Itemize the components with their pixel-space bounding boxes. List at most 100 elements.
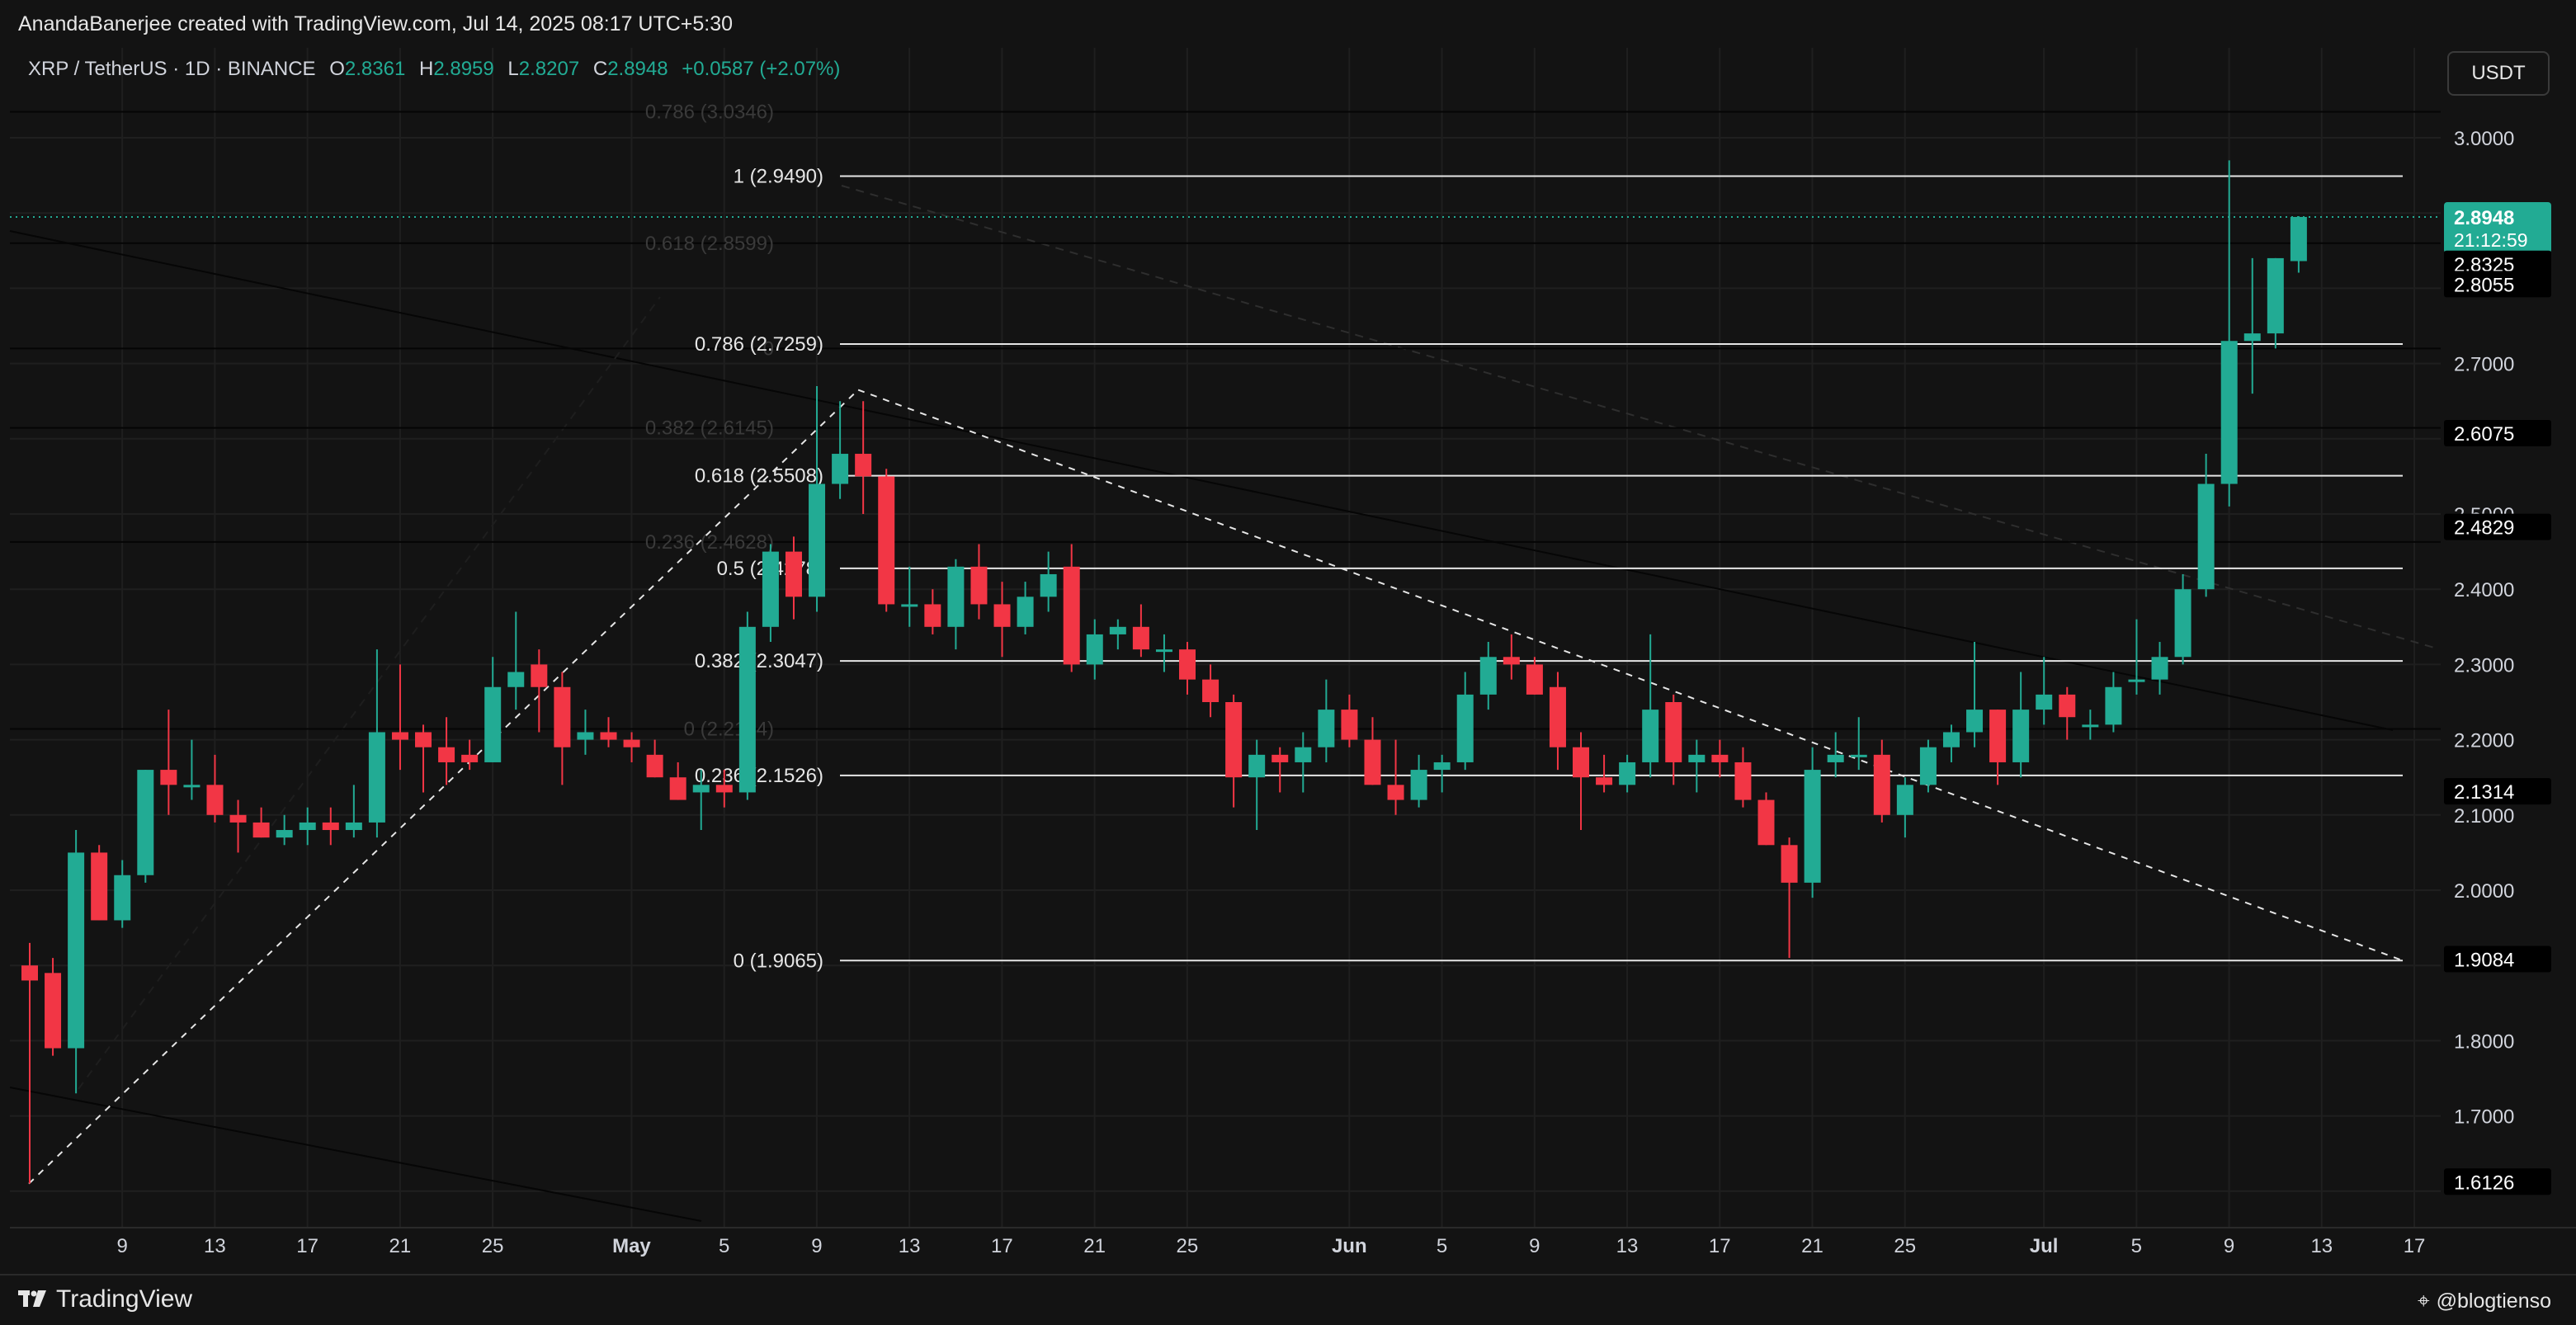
candle-body[interactable] — [461, 754, 479, 762]
candle-body[interactable] — [1225, 702, 1243, 778]
candle-body[interactable] — [68, 852, 85, 1049]
candle-body[interactable] — [1040, 573, 1057, 597]
candle-body[interactable] — [1341, 710, 1358, 740]
candle-body[interactable] — [1919, 747, 1937, 785]
candle-body[interactable] — [507, 672, 525, 687]
candle-body[interactable] — [1433, 762, 1451, 771]
candle-body[interactable] — [2220, 341, 2238, 484]
candle-body[interactable] — [738, 626, 756, 793]
candle-body[interactable] — [2197, 483, 2215, 590]
candle-body[interactable] — [901, 604, 918, 607]
candle-body[interactable] — [1827, 754, 1844, 762]
candle-body[interactable] — [45, 973, 62, 1049]
candle-body[interactable] — [2036, 694, 2053, 710]
candle-body[interactable] — [1734, 762, 1752, 800]
candle-body[interactable] — [2105, 686, 2122, 725]
candle-body[interactable] — [947, 566, 965, 627]
candle-body[interactable] — [832, 454, 849, 484]
candle-body[interactable] — [1456, 694, 1474, 762]
candle-body[interactable] — [1781, 845, 1798, 883]
candle-body[interactable] — [669, 777, 686, 800]
candle-body[interactable] — [1063, 566, 1080, 665]
candle-body[interactable] — [692, 785, 710, 793]
candle-body[interactable] — [1086, 634, 1103, 665]
candle-body[interactable] — [2290, 216, 2307, 262]
candle-body[interactable] — [1179, 649, 1196, 680]
candle-body[interactable] — [1155, 649, 1172, 653]
candle-body[interactable] — [1642, 710, 1659, 762]
candle-body[interactable] — [1619, 762, 1636, 785]
candle-body[interactable] — [21, 965, 38, 981]
candle-body[interactable] — [438, 747, 455, 762]
candle-body[interactable] — [1573, 747, 1590, 778]
candle-body[interactable] — [1596, 777, 1613, 785]
candle-body[interactable] — [1132, 626, 1149, 650]
candle-body[interactable] — [322, 822, 339, 831]
candle-body[interactable] — [114, 875, 131, 921]
candle-body[interactable] — [1966, 710, 1984, 733]
candle-body[interactable] — [970, 566, 988, 605]
candle-body[interactable] — [2082, 724, 2099, 728]
candle-body[interactable] — [137, 770, 154, 875]
candle-body[interactable] — [1479, 657, 1497, 695]
candle-body[interactable] — [531, 664, 548, 687]
candle-body[interactable] — [91, 852, 108, 921]
candle-body[interactable] — [160, 770, 177, 785]
candle-body[interactable] — [1850, 754, 1867, 757]
candle-body[interactable] — [1248, 754, 1266, 778]
candle-body[interactable] — [1271, 754, 1289, 762]
candle-body[interactable] — [1804, 770, 1821, 883]
candle-body[interactable] — [1873, 754, 1890, 815]
candle-body[interactable] — [715, 785, 733, 793]
candle-body[interactable] — [1549, 686, 1566, 747]
candle-body[interactable] — [809, 483, 826, 597]
candle-body[interactable] — [1665, 702, 1682, 762]
candle-body[interactable] — [2267, 257, 2284, 334]
candle-body[interactable] — [2243, 333, 2261, 342]
candle-body[interactable] — [623, 739, 640, 747]
candle-body[interactable] — [484, 686, 502, 762]
candle-body[interactable] — [785, 551, 802, 597]
candle-body[interactable] — [2128, 679, 2145, 682]
candle-body[interactable] — [1387, 785, 1404, 800]
candle-body[interactable] — [993, 604, 1011, 627]
candle-body[interactable] — [1757, 799, 1775, 846]
candle-body[interactable] — [878, 476, 895, 605]
candle-body[interactable] — [1364, 739, 1381, 785]
candle-body[interactable] — [415, 732, 432, 747]
candle-body[interactable] — [600, 732, 617, 740]
candle-body[interactable] — [345, 822, 362, 831]
candle-body[interactable] — [1109, 626, 1126, 634]
candle-body[interactable] — [1896, 785, 1913, 815]
candle-body[interactable] — [2151, 657, 2168, 680]
candle-body[interactable] — [646, 754, 663, 778]
candle-body[interactable] — [1318, 710, 1335, 747]
candle-body[interactable] — [1989, 710, 2007, 762]
candle-body[interactable] — [1526, 664, 1543, 695]
candle-body[interactable] — [762, 551, 779, 627]
candle-body[interactable] — [554, 686, 571, 747]
candle-body[interactable] — [2059, 694, 2076, 718]
candle-body[interactable] — [1688, 754, 1706, 762]
candle-body[interactable] — [1711, 754, 1729, 762]
candle-body[interactable] — [855, 454, 872, 477]
candle-body[interactable] — [206, 785, 224, 815]
candle-body[interactable] — [1503, 657, 1520, 665]
candle-body[interactable] — [1410, 770, 1427, 800]
candle-body[interactable] — [276, 830, 293, 838]
candle-body[interactable] — [368, 732, 385, 823]
candle-body[interactable] — [2012, 710, 2030, 762]
candle-body[interactable] — [183, 785, 201, 788]
tradingview-brand[interactable]: TradingView — [18, 1285, 192, 1313]
candle-body[interactable] — [299, 822, 316, 831]
candle-body[interactable] — [2174, 589, 2191, 658]
candle-body[interactable] — [1942, 732, 1960, 747]
candle-body[interactable] — [577, 732, 594, 740]
candle-body[interactable] — [229, 814, 247, 823]
candle-body[interactable] — [391, 732, 408, 740]
currency-button[interactable]: USDT — [2447, 51, 2550, 96]
candle-body[interactable] — [1017, 596, 1034, 627]
price-chart[interactable]: 9 13 17 21 25 May 5 9 13 17 21 25 Jun 5 9 13 17 21 25 Jul 5 9… — [0, 48, 2576, 1274]
candle-body[interactable] — [924, 604, 941, 627]
candle-body[interactable] — [252, 822, 270, 838]
